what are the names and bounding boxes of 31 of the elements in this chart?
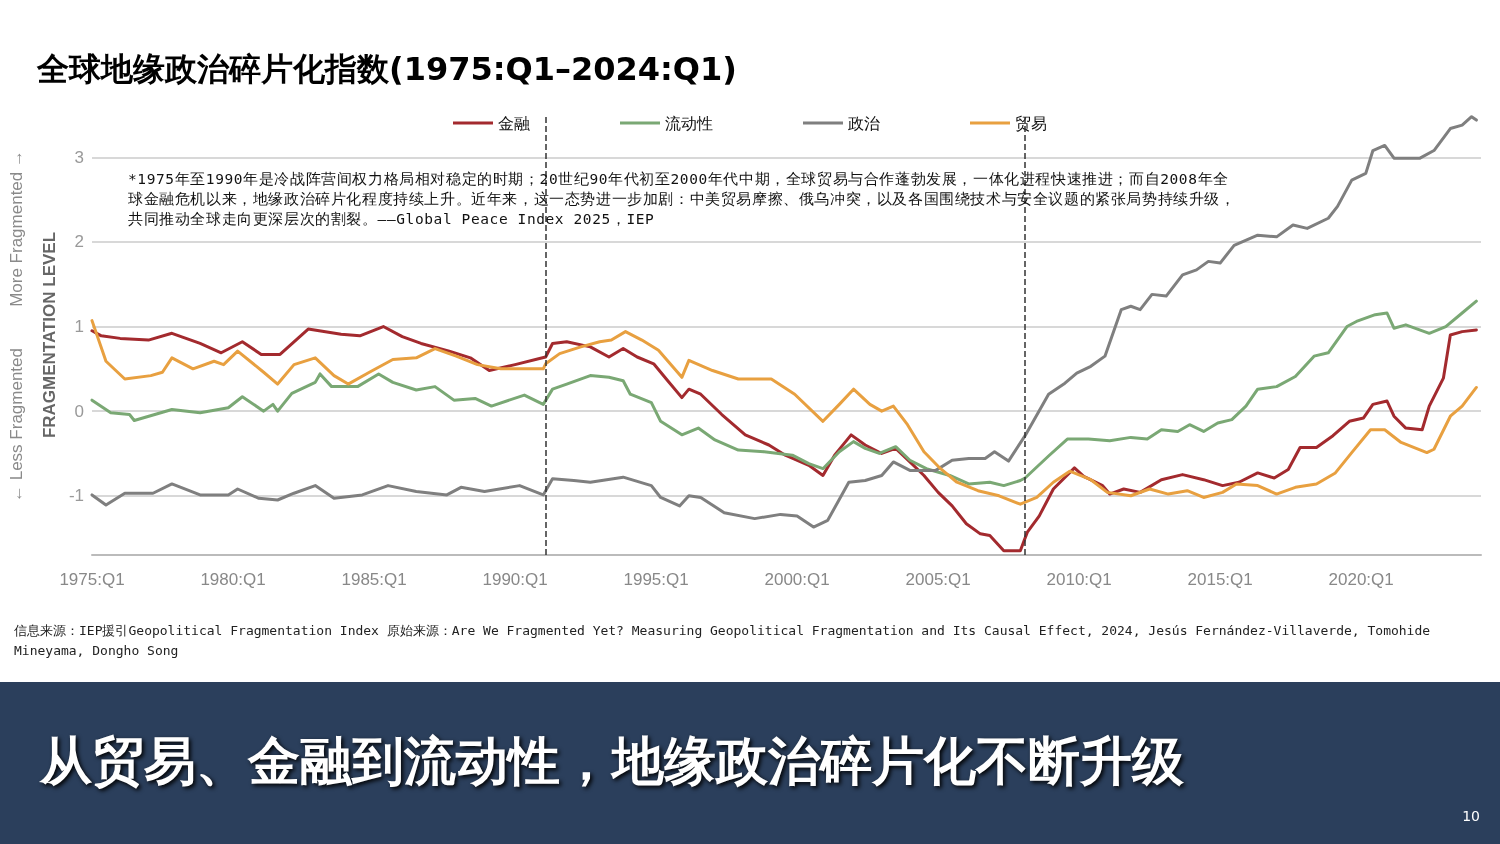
y-tick-label: 3 <box>74 147 84 167</box>
legend-label: 流动性 <box>665 114 713 132</box>
y-axis-title: FRAGMENTATION LEVEL <box>39 231 59 439</box>
x-tick-label: 2000:Q1 <box>764 570 830 589</box>
x-tick-label: 1985:Q1 <box>341 570 407 589</box>
line-series <box>90 299 1478 488</box>
x-tick-label: 1975:Q1 <box>59 570 125 589</box>
line-series <box>90 115 1478 529</box>
x-tick-label: 1995:Q1 <box>623 570 689 589</box>
line-series <box>90 325 1478 553</box>
x-tick-label: 2015:Q1 <box>1187 570 1253 589</box>
text: 信息来源：IEP援引Geopolitical Fragmentation Index 原始来源：Are We Fragmented Yet? Measuring Geopolitical Fragmentation and Its Causal Effect, 2024, Jesús Fernández-Villaverde, Tomohide Mineyama, Dongho Song <box>14 622 1432 660</box>
x-tick-label: 2005:Q1 <box>905 570 971 589</box>
text: 从贸易、金融到流动性，地缘政治碎片化不断升级 <box>40 730 1184 793</box>
text: More Fragmented → <box>7 149 26 307</box>
text: 10 <box>1462 808 1480 824</box>
line-series <box>90 319 1478 506</box>
x-tick-label: 1980:Q1 <box>200 570 266 589</box>
legend-label: 金融 <box>498 114 530 132</box>
x-tick-label: 1990:Q1 <box>482 570 548 589</box>
y-tick-label: 0 <box>74 401 84 421</box>
x-tick-label: 2020:Q1 <box>1328 570 1394 589</box>
text: ← Less Fragmented <box>7 348 26 503</box>
y-tick-label: 2 <box>74 232 84 252</box>
x-tick-label: 2010:Q1 <box>1046 570 1112 589</box>
y-tick-label: 1 <box>74 317 84 337</box>
legend-label: 贸易 <box>1015 114 1047 132</box>
chart-title: 全球地缘政治碎片化指数(1975:Q1–2024:Q1) <box>36 50 737 88</box>
annotation: *1975年至1990年是冷战阵营间权力格局相对稳定的时期；20世纪90年代初至2000年代中期，全球贸易与合作蓬勃发展，一体化进程快速推进；而自2008年全球金融危机以来，地缘政治碎片化程度持续上升。近年来，这一态势进一步加剧：中美贸易摩擦、俄乌冲突，以及各国围绕技术与安全议题的紧张局势持续升级，共同推动全球走向更深层次的割裂。——Global Peace Index 2025，IEP <box>128 170 1237 229</box>
y-tick-label: -1 <box>68 486 84 506</box>
legend-label: 政治 <box>848 114 880 132</box>
